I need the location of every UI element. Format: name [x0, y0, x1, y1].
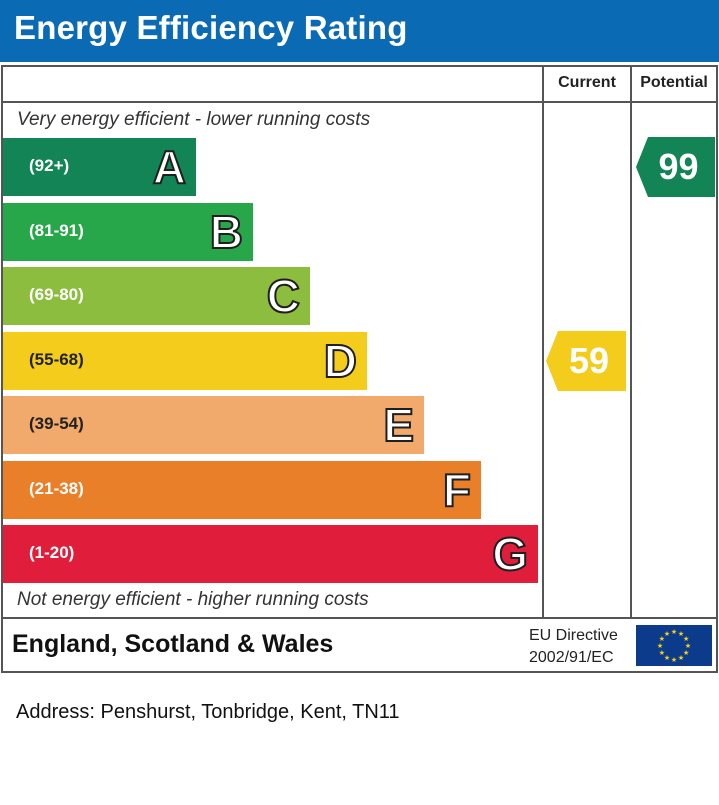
band-range-c: (69-80)	[29, 285, 84, 304]
eu-star-icon: ★	[678, 654, 684, 662]
band-letter-f: F	[442, 463, 472, 517]
band-range-b: (81-91)	[29, 221, 84, 240]
eu-star-icon: ★	[659, 649, 665, 657]
potential-rating-arrow-value: 99	[658, 146, 699, 187]
potential-rating-arrow: 99	[636, 137, 715, 197]
eu-star-icon: ★	[657, 642, 663, 650]
current-column-header: Current	[558, 74, 616, 91]
potential-column-header: Potential	[640, 74, 708, 91]
band-b: (81-91) B	[3, 203, 253, 261]
eu-directive-line2: 2002/91/EC	[529, 649, 614, 666]
eu-star-icon: ★	[664, 654, 670, 662]
band-letter-e: E	[382, 398, 415, 452]
band-range-g: (1-20)	[29, 543, 75, 562]
eu-star-icon: ★	[685, 642, 691, 650]
band-letter-a: A	[152, 140, 187, 194]
current-column-divider	[542, 67, 544, 619]
region-label: England, Scotland & Wales	[12, 630, 334, 658]
band-d: (55-68) D	[3, 332, 367, 390]
band-range-d: (55-68)	[29, 350, 84, 369]
address-text: Address: Penshurst, Tonbridge, Kent, TN1…	[16, 701, 400, 723]
rating-table: Current Potential Very energy efficient …	[1, 65, 718, 673]
eu-directive-line1: EU Directive	[529, 627, 618, 644]
current-rating-arrow-value: 59	[568, 340, 610, 381]
eu-star-icon: ★	[671, 656, 677, 664]
eu-star-icon: ★	[678, 630, 684, 638]
eu-star-icon: ★	[683, 635, 689, 643]
top-note: Very energy efficient - lower running co…	[17, 109, 371, 130]
band-letter-d: D	[323, 334, 358, 388]
band-range-e: (39-54)	[29, 414, 84, 433]
band-letter-c: C	[266, 269, 301, 323]
band-e: (39-54) E	[3, 396, 424, 454]
band-a: (92+) A	[3, 138, 196, 196]
band-g: (1-20) G	[3, 525, 538, 583]
band-letter-b: B	[209, 205, 244, 259]
chart-title: Energy Efficiency Rating	[14, 9, 408, 46]
eu-star-icon: ★	[664, 630, 670, 638]
header-row-divider	[3, 101, 716, 103]
band-c: (69-80) C	[3, 267, 310, 325]
current-rating-arrow: 59	[546, 331, 626, 391]
bottom-note: Not energy efficient - higher running co…	[17, 589, 369, 610]
header-bar: Energy Efficiency Rating	[0, 0, 719, 62]
band-range-a: (92+)	[29, 156, 70, 175]
eu-star-icon: ★	[683, 649, 689, 657]
eu-star-icon: ★	[659, 635, 665, 643]
footer-row-divider	[3, 617, 716, 619]
band-range-f: (21-38)	[29, 479, 84, 498]
eu-flag-icon: ★ ★ ★ ★ ★ ★ ★ ★ ★ ★ ★ ★	[636, 625, 712, 666]
potential-column-divider	[630, 67, 632, 619]
band-letter-g: G	[491, 527, 529, 581]
eu-star-icon: ★	[671, 628, 677, 636]
band-f: (21-38) F	[3, 461, 481, 519]
